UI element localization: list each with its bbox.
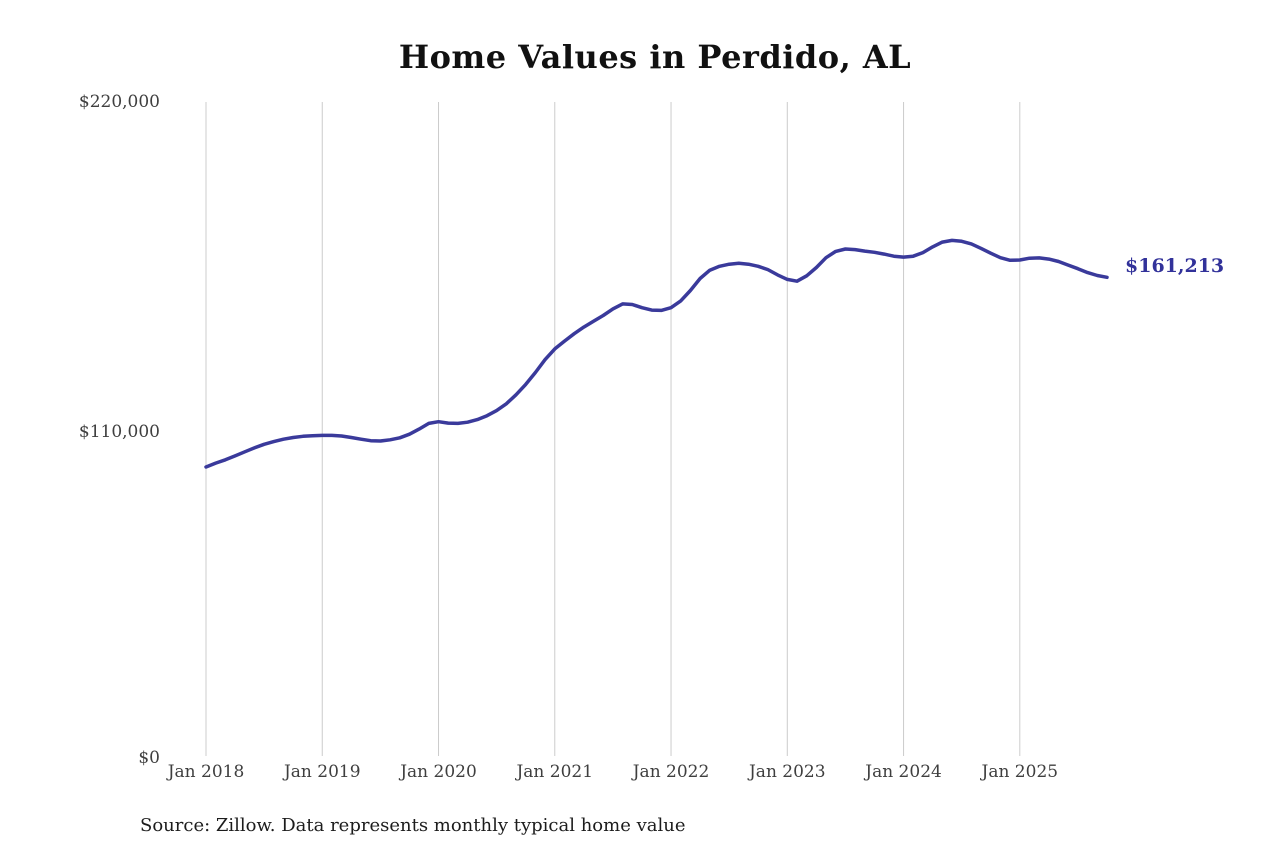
x-axis-label: Jan 2023 — [748, 762, 826, 782]
home-value-line — [204, 238, 1109, 469]
x-axis-label: Jan 2019 — [283, 762, 361, 782]
y-axis-label-110000: $110,000 — [78, 422, 160, 442]
gridlines — [205, 102, 1021, 756]
x-axis-label: Jan 2020 — [400, 762, 477, 782]
source-note: Source: Zillow. Data represents monthly … — [140, 815, 686, 836]
x-axis-label: Jan 2021 — [516, 762, 594, 782]
x-axis-label: Jan 2024 — [865, 762, 942, 782]
y-axis-label-0: $0 — [138, 748, 160, 768]
x-axis-label: Jan 2022 — [632, 762, 710, 782]
latest-value-label: $161,213 — [1125, 255, 1225, 278]
chart-title: Home Values in Perdido, AL — [398, 38, 912, 76]
x-axis-label: Jan 2018 — [167, 762, 245, 782]
x-axis-label: Jan 2025 — [981, 762, 1059, 782]
y-axis-label-220000: $220,000 — [78, 92, 160, 112]
